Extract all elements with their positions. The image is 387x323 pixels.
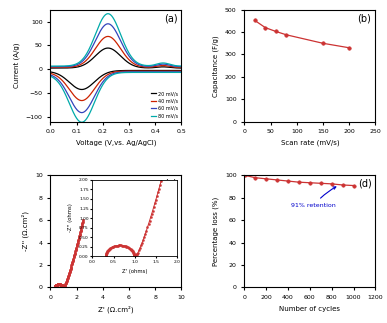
Y-axis label: Capacitance (F/g): Capacitance (F/g) xyxy=(213,35,219,97)
40 mV/s xyxy=(125,57,130,60)
60 mV/s xyxy=(106,22,110,26)
80 mV/s xyxy=(125,49,130,53)
20 mV/s xyxy=(136,65,140,69)
Line: 60 mV/s: 60 mV/s xyxy=(50,24,182,67)
40 mV/s xyxy=(48,66,53,69)
Y-axis label: -Z'' (Ω.cm²): -Z'' (Ω.cm²) xyxy=(22,212,29,252)
80 mV/s xyxy=(82,56,86,59)
Text: (c): (c) xyxy=(164,179,178,189)
20 mV/s xyxy=(108,46,112,50)
Line: 20 mV/s: 20 mV/s xyxy=(50,48,182,68)
Line: 80 mV/s: 80 mV/s xyxy=(50,14,182,66)
80 mV/s xyxy=(147,64,152,68)
20 mV/s xyxy=(71,66,76,69)
80 mV/s xyxy=(179,64,184,68)
80 mV/s xyxy=(48,64,53,68)
Text: (d): (d) xyxy=(358,179,372,189)
20 mV/s xyxy=(106,46,110,50)
60 mV/s xyxy=(179,65,184,68)
40 mV/s xyxy=(147,65,152,69)
X-axis label: Scan rate (mV/s): Scan rate (mV/s) xyxy=(281,140,339,146)
Text: 91% retention: 91% retention xyxy=(291,187,336,208)
60 mV/s xyxy=(108,22,112,26)
60 mV/s xyxy=(82,58,86,62)
40 mV/s xyxy=(136,64,140,68)
60 mV/s xyxy=(125,52,130,56)
20 mV/s xyxy=(82,63,86,67)
Y-axis label: Percentage loss (%): Percentage loss (%) xyxy=(213,197,219,266)
60 mV/s xyxy=(71,64,76,68)
40 mV/s xyxy=(108,35,112,39)
60 mV/s xyxy=(48,65,53,68)
60 mV/s xyxy=(136,62,140,66)
80 mV/s xyxy=(108,12,112,16)
80 mV/s xyxy=(71,63,76,67)
20 mV/s xyxy=(147,66,152,70)
Text: (b): (b) xyxy=(358,13,372,23)
40 mV/s xyxy=(179,66,184,69)
Y-axis label: Current (A/g): Current (A/g) xyxy=(14,43,20,89)
60 mV/s xyxy=(147,64,152,68)
X-axis label: Voltage (V,vs. Ag/AgCl): Voltage (V,vs. Ag/AgCl) xyxy=(75,140,156,146)
X-axis label: Number of cycles: Number of cycles xyxy=(279,306,340,312)
Text: (a): (a) xyxy=(164,13,178,23)
Line: 40 mV/s: 40 mV/s xyxy=(50,36,182,68)
40 mV/s xyxy=(106,35,110,38)
80 mV/s xyxy=(136,61,140,65)
80 mV/s xyxy=(106,12,110,16)
40 mV/s xyxy=(71,65,76,68)
20 mV/s xyxy=(125,60,130,64)
20 mV/s xyxy=(48,66,53,70)
20 mV/s xyxy=(179,66,184,70)
40 mV/s xyxy=(82,60,86,64)
X-axis label: Z' (Ω.cm²): Z' (Ω.cm²) xyxy=(98,306,134,313)
Legend: 20 mV/s, 40 mV/s, 60 mV/s, 80 mV/s: 20 mV/s, 40 mV/s, 60 mV/s, 80 mV/s xyxy=(150,90,179,119)
